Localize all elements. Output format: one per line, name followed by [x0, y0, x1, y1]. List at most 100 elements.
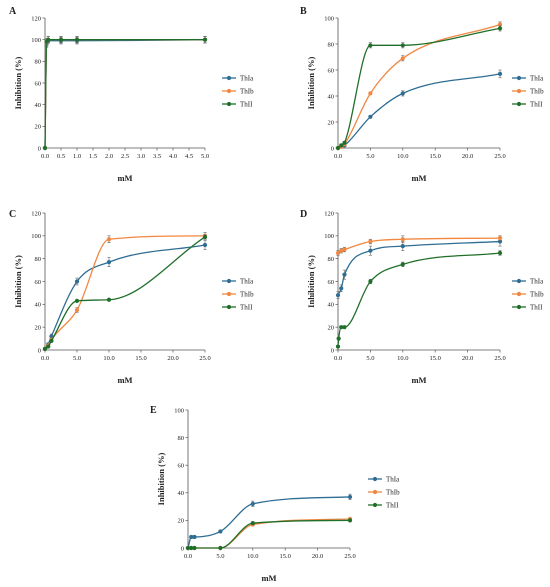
panel-letter: E — [150, 405, 157, 416]
data-point — [400, 244, 405, 249]
y-tick-label: 120 — [31, 15, 41, 22]
data-point — [185, 545, 191, 551]
y-tick-label: 120 — [324, 210, 334, 217]
x-tick-label: 25.0 — [494, 355, 505, 362]
x-tick-label: 25.0 — [344, 553, 355, 560]
panel-a: A 0 20 40 60 80 100 120 0.0 0.5 1.0 1.5 2.0 2.5 3.0 3.5… — [9, 6, 254, 183]
series-line — [44, 244, 206, 350]
x-axis-label: mM — [117, 173, 132, 183]
y-tick-label: 80 — [328, 256, 335, 263]
data-point — [497, 250, 503, 256]
data-point — [202, 37, 208, 42]
y-axis-label: Inhibition (%) — [13, 255, 23, 308]
legend-label: ThIb — [240, 290, 254, 298]
x-tick-label: 0.0 — [41, 153, 49, 160]
y-tick-label: 0 — [331, 145, 334, 152]
series-thii — [335, 250, 503, 349]
data-point — [342, 140, 347, 145]
series-thii — [185, 518, 353, 551]
data-point — [189, 534, 194, 540]
y-tick-label: 60 — [178, 463, 185, 470]
legend-marker — [516, 304, 522, 310]
legend-marker — [226, 278, 232, 284]
panel-e: E 0 20 40 60 80 100 0.0 5.0 10.0 15.0 20.0 25.0 mM Inh… — [150, 405, 400, 583]
series-line — [44, 39, 205, 149]
data-point — [218, 529, 223, 534]
legend-marker — [372, 489, 378, 495]
y-tick-label: 100 — [324, 15, 334, 22]
data-point — [368, 91, 373, 96]
data-point — [42, 145, 48, 151]
data-point — [46, 37, 51, 42]
data-point — [335, 145, 341, 151]
x-tick-label: 5.0 — [216, 553, 224, 560]
panel-letter: D — [300, 209, 307, 220]
y-tick-label: 0 — [181, 545, 184, 552]
data-point — [74, 307, 80, 313]
x-tick-label: 20.0 — [462, 153, 473, 160]
series-line — [187, 518, 351, 549]
panel-b: B 0 20 40 60 80 100 0.0 5.0 10.0 15.0 20.0 25.0 mM Inh… — [300, 6, 544, 183]
y-axis-label: Inhibition (%) — [156, 452, 166, 505]
series-thib — [335, 235, 503, 256]
y-tick-label: 100 — [31, 233, 41, 240]
x-axis-label: mM — [117, 375, 132, 385]
x-axis-label: mM — [261, 573, 276, 583]
data-point — [368, 279, 373, 284]
y-tick-label: 60 — [35, 279, 42, 286]
legend-label: ThII — [530, 100, 543, 108]
y-tick-label: 40 — [35, 102, 42, 109]
legend-marker — [226, 101, 232, 107]
legend-label: ThIa — [386, 475, 400, 483]
x-tick-label: 3.5 — [153, 153, 161, 160]
series-line — [337, 252, 501, 347]
data-point — [335, 344, 341, 349]
y-tick-label: 60 — [35, 80, 42, 87]
y-tick-label: 40 — [328, 302, 335, 309]
data-point — [49, 338, 54, 343]
series-line — [337, 27, 501, 149]
data-point — [335, 250, 341, 256]
legend-label: ThIb — [240, 87, 254, 95]
legend-label: ThII — [530, 303, 543, 311]
y-tick-label: 80 — [35, 59, 42, 66]
x-tick-label: 1.0 — [73, 153, 81, 160]
y-tick-label: 0 — [331, 347, 334, 354]
y-axis-label: Inhibition (%) — [306, 255, 316, 308]
panel-letter: B — [300, 6, 307, 17]
x-tick-label: 10.0 — [247, 553, 258, 560]
data-point — [347, 518, 353, 523]
y-tick-label: 0 — [38, 145, 41, 152]
data-point — [58, 37, 64, 42]
panel-c: C 0 20 40 60 80 100 120 0.0 5.0 10.0 15.0 20.0 25.0 mM… — [9, 209, 254, 385]
legend: ThIa ThIb ThII — [222, 277, 254, 311]
data-point — [74, 298, 80, 304]
series-line — [44, 236, 206, 350]
y-tick-label: 20 — [328, 324, 335, 331]
legend-label: ThII — [240, 100, 253, 108]
y-tick-label: 100 — [324, 233, 334, 240]
x-tick-label: 15.0 — [280, 553, 291, 560]
panel-letter: A — [9, 6, 17, 17]
data-point — [250, 501, 255, 506]
series-line — [337, 73, 501, 149]
x-tick-label: 4.5 — [185, 153, 193, 160]
y-tick-label: 80 — [35, 256, 42, 263]
x-tick-label: 20.0 — [167, 355, 178, 362]
x-tick-label: 15.0 — [430, 355, 441, 362]
x-tick-label: 4.0 — [169, 153, 177, 160]
data-point — [336, 336, 341, 341]
x-tick-label: 5.0 — [201, 153, 209, 160]
y-tick-label: 80 — [328, 41, 335, 48]
legend-label: ThIa — [530, 74, 544, 82]
legend-label: ThIb — [530, 87, 544, 95]
x-tick-label: 10.0 — [397, 355, 408, 362]
series-thia — [335, 69, 503, 151]
data-point — [400, 262, 405, 267]
y-tick-label: 0 — [38, 347, 41, 354]
panel-letter: C — [9, 209, 16, 220]
legend-label: ThII — [240, 303, 253, 311]
data-point — [106, 297, 112, 302]
x-tick-label: 0.0 — [334, 153, 342, 160]
data-point — [339, 143, 344, 148]
